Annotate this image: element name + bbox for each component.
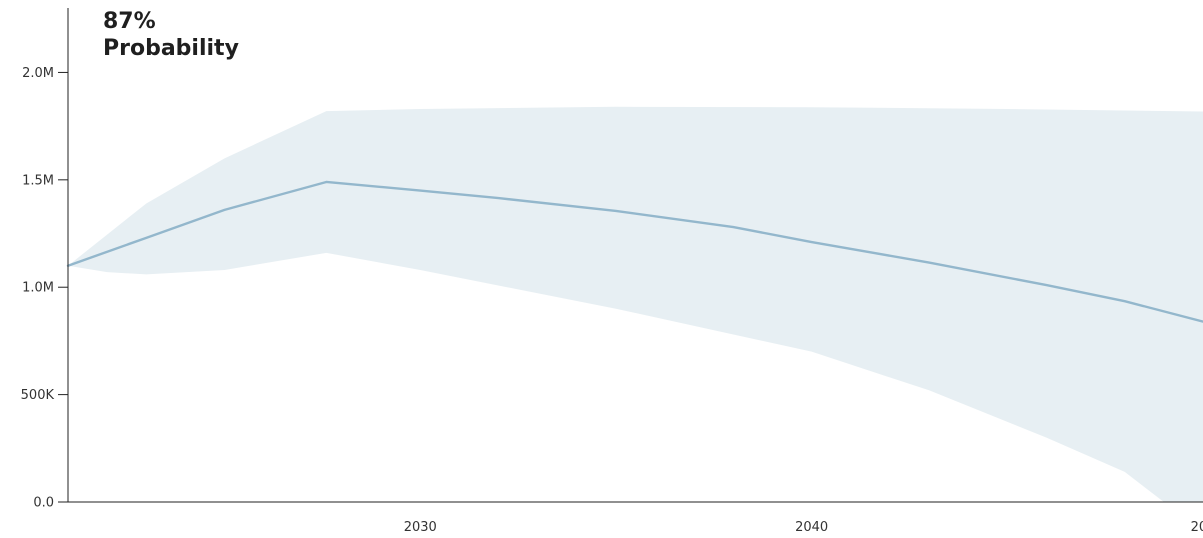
y-tick-label: 500K	[21, 388, 55, 403]
axes-layer: 0.0 500K 1.0M 1.5M 2.0M 2030 2040 205	[21, 8, 1203, 535]
x-tick-label: 205	[1191, 520, 1203, 535]
y-tick-label: 1.5M	[22, 173, 54, 188]
forecast-line	[66, 180, 1203, 323]
plot-layer	[66, 106, 1203, 503]
y-tick-label: 1.0M	[22, 281, 54, 296]
x-tick-label: 2030	[404, 520, 437, 535]
y-tick-label: 0.0	[33, 496, 54, 511]
x-tick-label: 2040	[795, 520, 828, 535]
probability-label: Probability	[103, 36, 239, 61]
headline: 87% Probability	[103, 8, 239, 62]
y-tick-label: 2.0M	[22, 66, 54, 81]
uncertainty-band	[68, 106, 1203, 503]
probability-value: 87%	[103, 9, 156, 34]
